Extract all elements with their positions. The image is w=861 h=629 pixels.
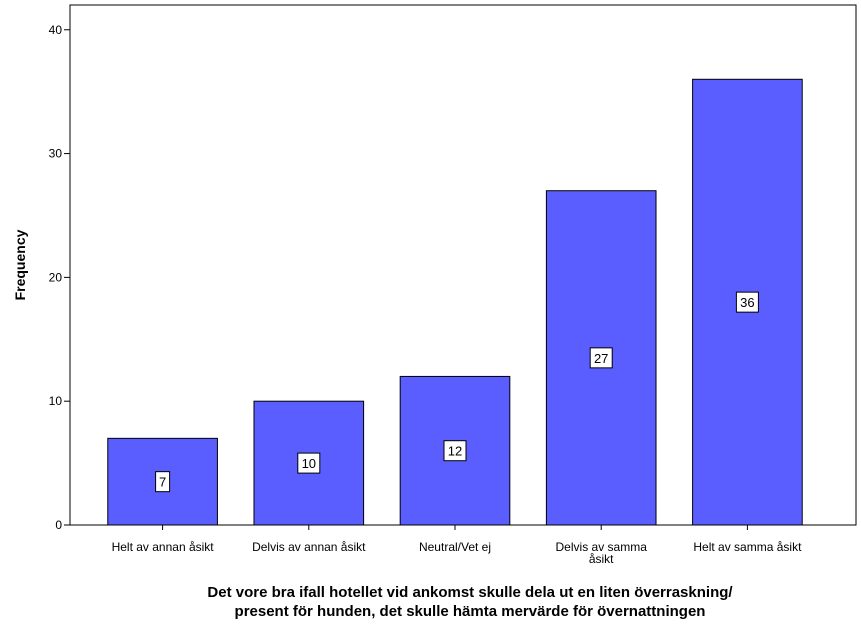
- data-label-box: [297, 452, 321, 474]
- category-label: Delvis av annan åsikt: [252, 540, 366, 554]
- category-labels: Helt av annan åsikt Delvis av annan åsikt…: [112, 525, 802, 566]
- data-label: 7: [159, 475, 166, 490]
- y-axis: 0 10 20 30 40: [49, 23, 70, 532]
- data-label: 12: [448, 444, 462, 459]
- category-label: Delvis av samma: [556, 540, 648, 554]
- data-label: 27: [594, 351, 608, 366]
- x-axis-title-line-2: present för hunden, det skulle hämta mer…: [235, 603, 706, 620]
- data-label-box: [735, 291, 759, 313]
- data-label-box: [443, 440, 467, 462]
- category-label: Neutral/Vet ej: [419, 540, 491, 554]
- bars: 7 10 12 27 36: [107, 78, 803, 526]
- y-axis-title: Frequency: [12, 229, 28, 300]
- category-label: Helt av annan åsikt: [112, 540, 215, 554]
- x-axis-title-line-1: Det vore bra ifall hotellet vid ankomst …: [207, 584, 733, 601]
- data-label-box: [589, 347, 613, 369]
- y-tick-label: 30: [49, 147, 63, 161]
- data-label-box: [155, 471, 171, 493]
- y-tick-label: 10: [49, 394, 63, 408]
- y-tick-label: 0: [55, 518, 62, 532]
- data-label: 36: [740, 295, 754, 310]
- category-label: åsikt: [589, 552, 614, 566]
- data-label: 10: [302, 456, 316, 471]
- y-tick-label: 40: [49, 23, 63, 37]
- y-tick-label: 20: [49, 270, 63, 284]
- category-label: Helt av samma åsikt: [693, 540, 802, 554]
